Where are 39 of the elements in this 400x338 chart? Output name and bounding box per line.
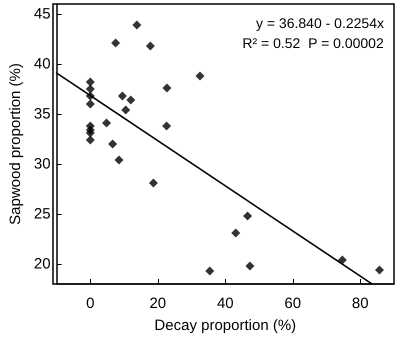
point (148, 178, 158, 188)
y-tick-label: 20 (34, 256, 51, 272)
x-tick-label: 40 (216, 295, 234, 312)
point (243, 212, 252, 220)
x-tick-label: 60 (284, 295, 302, 312)
point (118, 92, 127, 100)
point (126, 96, 136, 104)
point (102, 118, 112, 128)
y-tick-label: 45 (34, 6, 51, 22)
point (374, 266, 384, 274)
point (231, 228, 240, 238)
point (162, 84, 172, 92)
x-tick-label: 20 (149, 295, 166, 312)
point (86, 78, 95, 86)
annotation: y = 36.840 - 0.2254x (256, 15, 384, 31)
y-tick-label: 25 (34, 206, 51, 222)
point (121, 106, 130, 114)
x-tick-label: 80 (352, 295, 369, 312)
point (86, 100, 95, 108)
x-tick-label: 0 (86, 295, 94, 312)
point (111, 38, 120, 48)
y-tick-label: 30 (34, 156, 51, 172)
point (162, 122, 172, 130)
x-axis-title: Decay proportion (%) (154, 317, 296, 334)
y-tick-label: 35 (34, 106, 51, 122)
point (338, 256, 347, 264)
point (114, 156, 124, 164)
point (86, 136, 95, 144)
point (195, 72, 204, 80)
point (86, 128, 95, 138)
annotation: R² = 0.52 P = 0.00002 (242, 35, 384, 51)
point (245, 262, 254, 270)
point (108, 140, 118, 148)
y-tick-label: 40 (34, 56, 51, 72)
point (86, 84, 95, 94)
y-axis-title: Sapwood proportion (%) (7, 63, 24, 225)
point (132, 20, 142, 30)
point (205, 266, 214, 276)
point (146, 42, 155, 50)
